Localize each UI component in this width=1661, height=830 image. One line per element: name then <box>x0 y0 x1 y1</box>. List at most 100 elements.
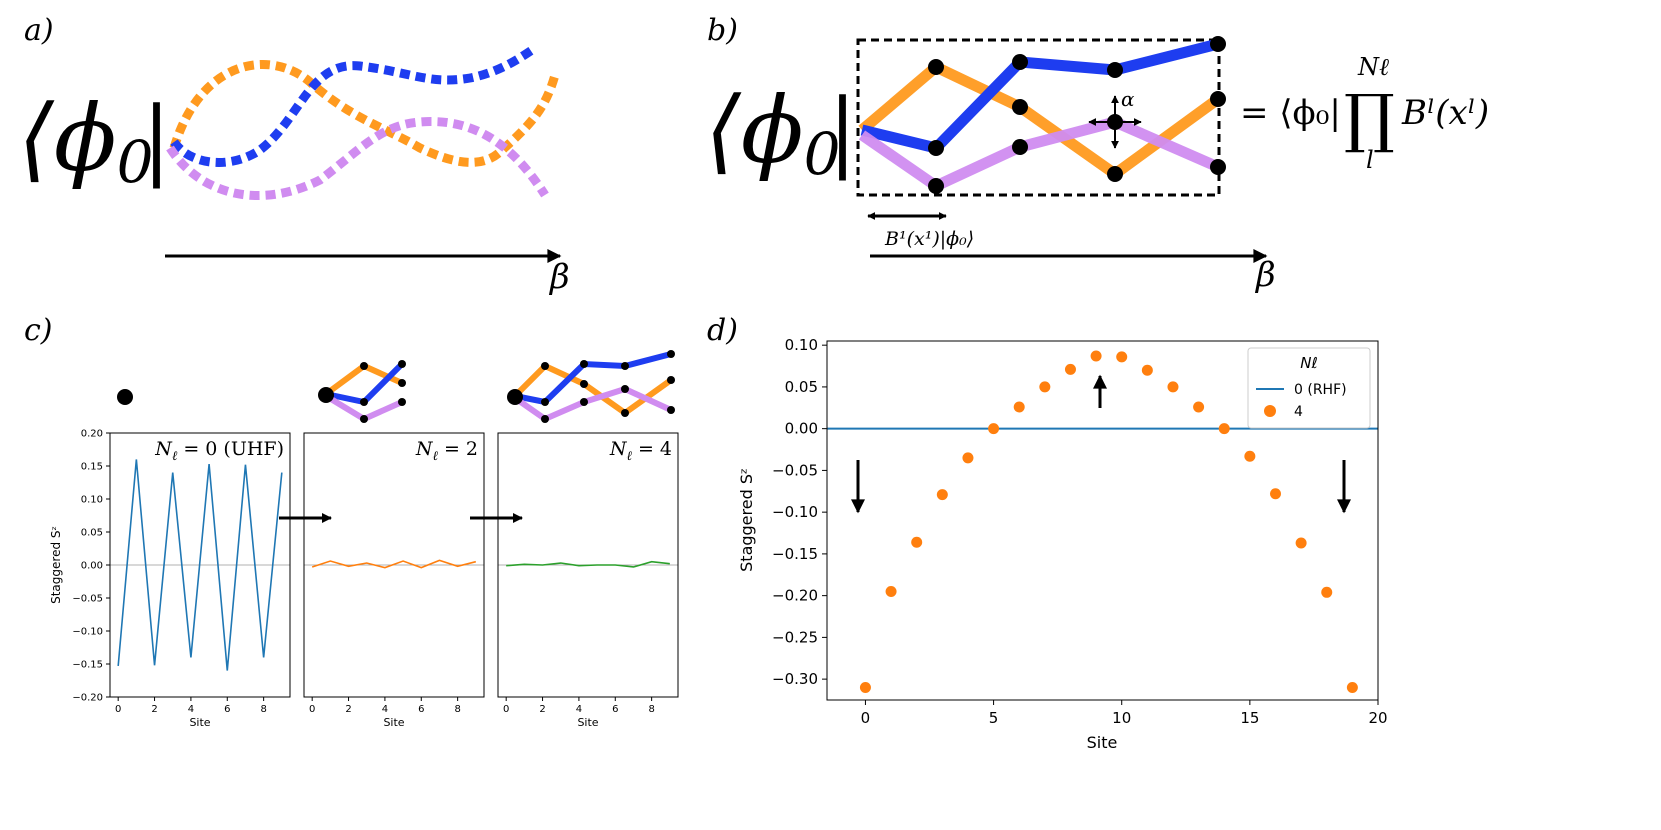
y-tick-label: −0.10 <box>72 627 103 638</box>
node <box>928 140 944 156</box>
panel-a: a) ⟨ϕ0 | β <box>18 13 570 297</box>
x-tick-label: 2 <box>345 704 351 715</box>
data-point <box>1039 381 1051 393</box>
move-arrows-icon <box>1088 95 1142 149</box>
data-point <box>1295 537 1307 549</box>
panel-c: c) Staggered Sᶻ 0 2 4 6 8 Site Nℓ = 0 (UHF) 0 2 4… <box>24 313 679 729</box>
y-tick-label: −0.25 <box>772 628 818 646</box>
panel-d-plot: 0 5 10 15 20 0.10 0.05 0.00 −0.05 −0.10 −0.15 −0.20… <box>772 336 1388 727</box>
mini-node-0 <box>117 389 133 405</box>
y-tick-label: 0.00 <box>81 561 103 572</box>
x-tick-label: 2 <box>151 704 157 715</box>
equation-upper: Nℓ <box>1357 53 1389 81</box>
panel-c-label: c) <box>24 313 53 348</box>
path-orange-b <box>858 61 1222 180</box>
panel-a-bra-phi: ⟨ϕ <box>18 85 117 192</box>
data-point <box>1064 363 1076 375</box>
node <box>1210 159 1226 175</box>
subplot-1: 0 2 4 6 8 Site Nℓ = 2 <box>303 432 485 729</box>
legend-entry-rhf: 0 (RHF) <box>1294 382 1347 398</box>
panel-b-bra: ⟨ϕ0 <box>705 77 841 188</box>
node <box>1210 91 1226 107</box>
y-tick-label: −0.05 <box>772 461 818 479</box>
path-blue-a <box>170 44 538 167</box>
x-tick-label: 4 <box>382 704 388 715</box>
series-line <box>117 459 283 671</box>
data-point <box>1218 423 1230 435</box>
data-point <box>1346 681 1358 693</box>
node <box>1107 62 1123 78</box>
mini-diagram-2 <box>318 360 406 423</box>
panel-c-subplots: 0 2 4 6 8 Site Nℓ = 0 (UHF) 0 2 4 6 8 Site Nℓ = 2 0 2 4 6… <box>72 429 679 729</box>
panel-d-label: d) <box>707 313 738 348</box>
subplot-0: 0 2 4 6 8 Site Nℓ = 0 (UHF) <box>109 432 291 729</box>
data-point <box>1321 586 1333 598</box>
x-tick-label: 6 <box>418 704 424 715</box>
equation-lower: l <box>1366 146 1374 174</box>
beta-label-a: β <box>548 257 570 297</box>
x-tick-label: 20 <box>1368 709 1387 727</box>
legend-dot-marker <box>1264 405 1276 417</box>
panel-a-bra-bar: | <box>142 89 171 189</box>
x-tick-label: 10 <box>1112 709 1131 727</box>
node <box>928 59 944 75</box>
x-axis-label: Site <box>189 716 210 729</box>
x-tick-label: 4 <box>188 704 194 715</box>
mini-diagram-4 <box>507 350 675 423</box>
y-tick-label: 0.00 <box>785 420 818 438</box>
x-axis-label: Site <box>383 716 404 729</box>
subplot-title: Nℓ = 2 <box>415 438 478 464</box>
node <box>1012 54 1028 70</box>
panel-a-bra-sub: 0 <box>117 128 154 196</box>
node <box>1107 166 1123 182</box>
panel-b-bra-bar: | <box>828 81 857 181</box>
x-tick-label: 8 <box>454 704 460 715</box>
x-axis-label: Site <box>577 716 598 729</box>
panel-d: d) 0 5 10 15 20 0.10 0.05 0.00 −0.05 −0.10 −0.15 −0… <box>707 313 1388 752</box>
data-point <box>1193 401 1205 413</box>
axes-frame <box>303 432 485 698</box>
data-point <box>1269 488 1281 500</box>
x-tick-label: 0 <box>309 704 315 715</box>
data-point <box>1244 450 1256 462</box>
x-tick-label: 8 <box>648 704 654 715</box>
y-tick-label: 0.10 <box>785 336 818 354</box>
axes-frame <box>826 340 1379 701</box>
x-tick-label: 6 <box>224 704 230 715</box>
y-tick-label: −0.30 <box>772 670 818 688</box>
x-tick-label: 2 <box>539 704 545 715</box>
y-tick-label: −0.15 <box>772 545 818 563</box>
legend: Nℓ 0 (RHF) 4 <box>1247 347 1371 429</box>
data-point <box>962 452 974 464</box>
x-tick-label: 4 <box>576 704 582 715</box>
data-point <box>988 423 1000 435</box>
data-point <box>1116 351 1128 363</box>
dashed-box <box>856 38 1221 197</box>
data-point <box>1141 364 1153 376</box>
data-point <box>1167 381 1179 393</box>
y-tick-label: −0.20 <box>72 693 103 704</box>
subplot-title: Nℓ = 4 <box>609 438 672 464</box>
y-tick-label: −0.05 <box>72 594 103 605</box>
data-point <box>1090 350 1102 362</box>
path-orange-a <box>169 59 560 167</box>
y-tick-label: 0.05 <box>81 528 103 539</box>
data-point <box>885 585 897 597</box>
panel-d-ylabel: Staggered Sᶻ <box>737 468 756 572</box>
equation-prod: ∏ <box>1344 82 1395 156</box>
y-tick-label: −0.15 <box>72 660 103 671</box>
subplot-title: Nℓ = 0 (UHF) <box>154 438 284 464</box>
y-tick-label: 0.10 <box>81 495 103 506</box>
data-point <box>859 681 871 693</box>
beta-label-b: β <box>1254 255 1276 295</box>
panel-b-label: b) <box>707 13 738 48</box>
x-tick-label: 0 <box>503 704 509 715</box>
y-tick-label: −0.10 <box>772 503 818 521</box>
data-point <box>936 489 948 501</box>
panel-c-ylabel: Staggered Sᶻ <box>49 526 63 604</box>
panel-a-bra: ⟨ϕ0 <box>18 85 154 196</box>
y-tick-label: 0.20 <box>81 429 103 440</box>
panel-b-bra-phi: ⟨ϕ <box>705 77 804 184</box>
node <box>928 178 944 194</box>
nodes-b <box>928 36 1226 194</box>
